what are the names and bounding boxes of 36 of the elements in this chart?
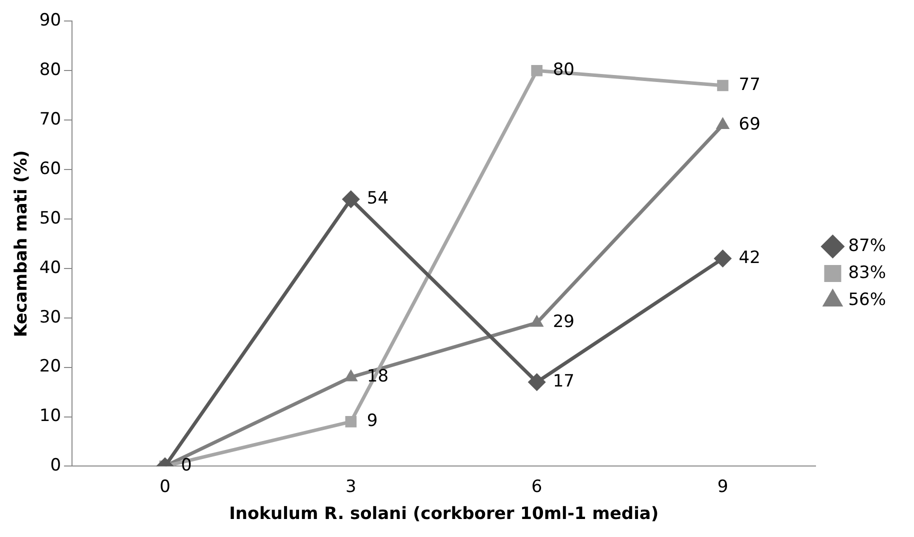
point xyxy=(342,190,360,208)
data-label: 54 xyxy=(366,188,389,209)
point xyxy=(716,117,730,130)
data-label: 80 xyxy=(552,60,574,80)
data-label: 18 xyxy=(366,366,389,387)
y-tick-label: 80 xyxy=(39,60,62,80)
x-tick-label: 9 xyxy=(717,476,728,497)
data-label: 77 xyxy=(738,74,760,95)
data-label: 69 xyxy=(738,114,760,134)
y-tick-label: 70 xyxy=(39,110,62,130)
y-tick-label: 0 xyxy=(50,456,62,476)
point xyxy=(344,369,358,382)
data-label: 42 xyxy=(738,248,760,268)
y-tick-label: 60 xyxy=(39,158,62,179)
legend-label: 56% xyxy=(848,290,886,310)
y-tick-label: 50 xyxy=(39,208,62,228)
legend-label: 83% xyxy=(848,262,886,283)
y-tick-label: 20 xyxy=(39,356,62,377)
data-label: 9 xyxy=(366,411,378,432)
data-label: 17 xyxy=(552,372,574,392)
y-tick-label: 40 xyxy=(39,258,62,278)
point xyxy=(717,80,728,92)
y-tick-label: 10 xyxy=(39,406,62,426)
legend-label: 87% xyxy=(848,236,886,256)
data-label: 29 xyxy=(552,312,574,332)
y-tick-label: 90 xyxy=(39,10,62,31)
point xyxy=(714,250,732,268)
x-tick-label: 0 xyxy=(160,476,170,497)
y-tick-label: 30 xyxy=(39,307,62,328)
point xyxy=(531,64,542,76)
x-tick-label: 3 xyxy=(346,476,356,497)
x-tick-label: 6 xyxy=(531,476,542,497)
y-axis-title: Kecambah mati (%) xyxy=(12,150,32,338)
point xyxy=(530,314,544,327)
data-label: 0 xyxy=(180,456,192,476)
x-axis-title: Inokulum R. solani (corkborer 10ml-1 media) xyxy=(229,504,659,524)
